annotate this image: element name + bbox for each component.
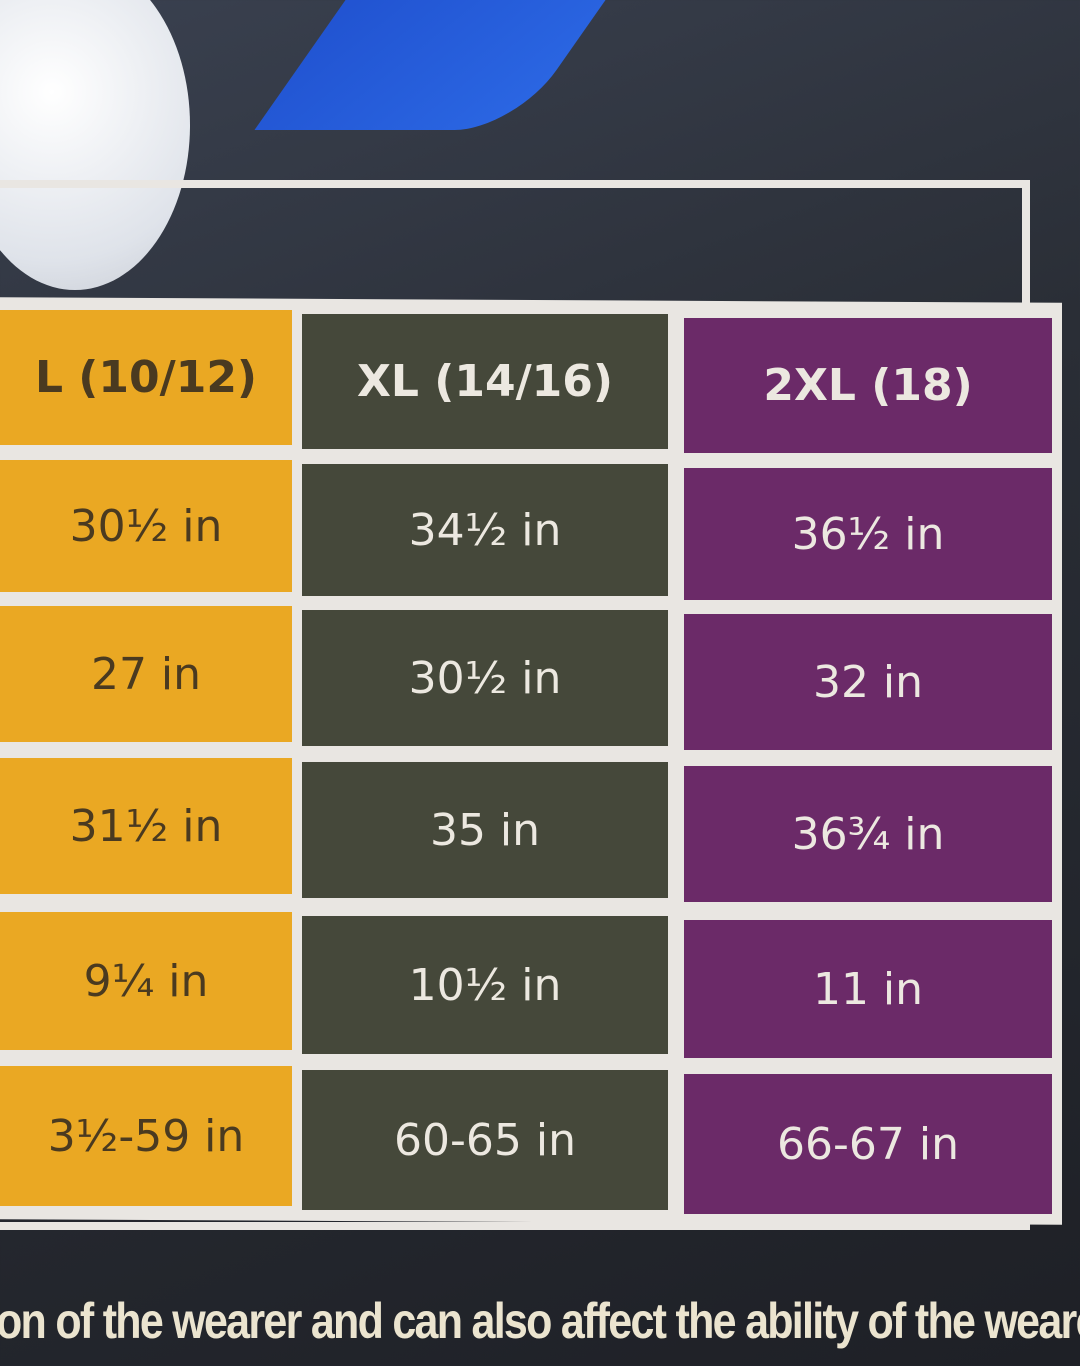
table-cell: 11 in	[684, 920, 1052, 1058]
table-cell: 36¾ in	[684, 766, 1052, 902]
table-cell: 30½ in	[0, 460, 292, 592]
table-cell: 34½ in	[302, 464, 668, 596]
table-cell: 35 in	[302, 762, 668, 898]
column-header: XL (14/16)	[302, 314, 668, 449]
table-cell: 36½ in	[684, 468, 1052, 600]
table-cell: 60-65 in	[302, 1070, 668, 1210]
table-cell: 10½ in	[302, 916, 668, 1054]
table-cell: 9¼ in	[0, 912, 292, 1050]
table-cell: 30½ in	[302, 610, 668, 746]
column-header: 2XL (18)	[684, 318, 1052, 453]
table-cell: 31½ in	[0, 758, 292, 894]
table-cell: 27 in	[0, 606, 292, 742]
column-header: L (10/12)	[0, 310, 292, 445]
table-cell: 66-67 in	[684, 1074, 1052, 1214]
table-cell: 3½-59 in	[0, 1066, 292, 1206]
table-cell: 32 in	[684, 614, 1052, 750]
caption-text: on of the wearer and can also affect the…	[0, 1293, 1080, 1349]
blue-object	[254, 0, 606, 130]
